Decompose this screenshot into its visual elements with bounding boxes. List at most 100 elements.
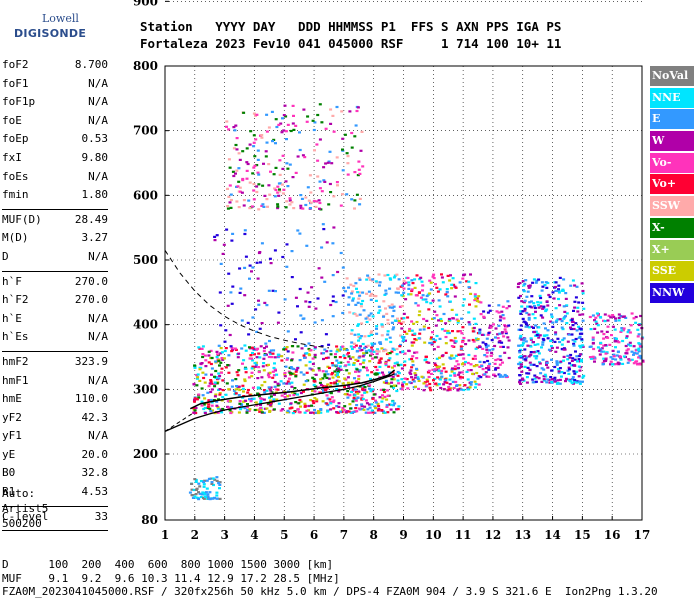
echo-point: [433, 368, 437, 371]
echo-point: [431, 331, 434, 334]
echo-point: [460, 363, 464, 366]
echo-point: [539, 314, 543, 317]
echo-point: [358, 369, 362, 372]
echo-point: [521, 344, 525, 347]
echo-point: [450, 354, 454, 357]
echo-point: [251, 266, 255, 269]
echo-point: [401, 340, 405, 343]
echo-point: [606, 336, 610, 339]
param-separator: [2, 505, 108, 507]
echo-point: [251, 365, 255, 368]
echo-point: [339, 368, 343, 371]
echo-point: [335, 411, 339, 414]
echo-point: [217, 482, 221, 485]
echo-point: [325, 387, 329, 390]
echo-point: [314, 411, 318, 414]
echo-point: [544, 375, 548, 378]
echo-point: [525, 372, 529, 375]
echo-point: [617, 316, 621, 319]
echo-point: [256, 347, 260, 350]
echo-point: [444, 335, 448, 339]
echo-point: [493, 362, 497, 365]
echo-point: [474, 357, 477, 360]
echo-point: [533, 374, 537, 377]
echo-point: [433, 362, 437, 365]
echo-point: [341, 149, 345, 152]
echo-point: [361, 397, 365, 401]
header-line2: Fortaleza 2023 Fev10 041 045000 RSF 1 71…: [140, 36, 562, 51]
echo-point: [259, 399, 263, 403]
echo-point: [521, 310, 525, 313]
echo-point: [252, 134, 256, 137]
echo-point: [290, 359, 294, 362]
echo-point: [215, 400, 219, 403]
echo-point: [344, 290, 347, 293]
echo-point: [366, 344, 370, 347]
echo-point: [455, 313, 459, 316]
echo-point: [400, 317, 404, 320]
echo-point: [573, 378, 577, 382]
echo-point: [224, 366, 228, 369]
echo-point: [252, 347, 256, 351]
echo-point: [602, 350, 606, 353]
echo-point: [257, 303, 261, 306]
echo-point: [356, 396, 360, 399]
param-value: 0.53: [81, 132, 109, 146]
echo-point: [401, 350, 405, 353]
echo-point: [248, 408, 252, 411]
echo-point: [504, 332, 508, 335]
echo-point: [299, 400, 303, 403]
echo-point: [286, 350, 290, 353]
echo-point: [322, 228, 326, 231]
echo-point: [542, 334, 546, 337]
echo-point: [203, 491, 207, 494]
echo-point: [547, 348, 551, 351]
echo-point: [560, 343, 564, 346]
echo-point: [581, 289, 585, 293]
echo-point: [384, 364, 388, 367]
echo-point: [422, 317, 426, 321]
echo-point: [593, 319, 596, 322]
echo-point: [410, 344, 414, 347]
echo-point: [232, 147, 236, 150]
echo-point: [235, 148, 239, 151]
echo-point: [400, 388, 404, 391]
echo-point: [442, 388, 446, 391]
echo-point: [610, 334, 613, 337]
echo-point: [273, 356, 277, 359]
echo-point: [488, 309, 492, 312]
echo-point: [410, 329, 414, 332]
echo-point: [439, 372, 443, 375]
echo-point: [541, 343, 545, 346]
echo-point: [503, 351, 507, 354]
echo-point: [314, 373, 318, 376]
echo-point: [281, 117, 284, 120]
echo-point: [591, 336, 595, 339]
echo-point: [444, 342, 448, 345]
echo-point: [390, 378, 394, 381]
echo-point: [363, 386, 367, 389]
echo-point: [193, 409, 197, 412]
echo-point: [582, 307, 586, 310]
echo-point: [537, 377, 541, 380]
echo-point: [253, 155, 257, 158]
param-row: yE 20.0: [2, 448, 108, 467]
echo-point: [487, 366, 491, 369]
echo-point: [536, 304, 540, 307]
echo-point: [540, 289, 544, 292]
echo-point: [418, 328, 422, 331]
echo-point: [291, 176, 295, 179]
echo-point: [322, 179, 326, 182]
echo-point: [257, 183, 261, 186]
echo-point: [359, 363, 362, 366]
param-label: foEs: [2, 169, 29, 183]
echo-point: [392, 305, 396, 308]
echo-point: [364, 411, 368, 414]
echo-point: [478, 365, 482, 368]
echo-point: [527, 313, 531, 316]
echo-point: [345, 277, 349, 280]
echo-point: [229, 206, 233, 209]
echo-point: [335, 181, 339, 184]
echo-point: [417, 337, 421, 340]
echo-point: [257, 370, 261, 374]
